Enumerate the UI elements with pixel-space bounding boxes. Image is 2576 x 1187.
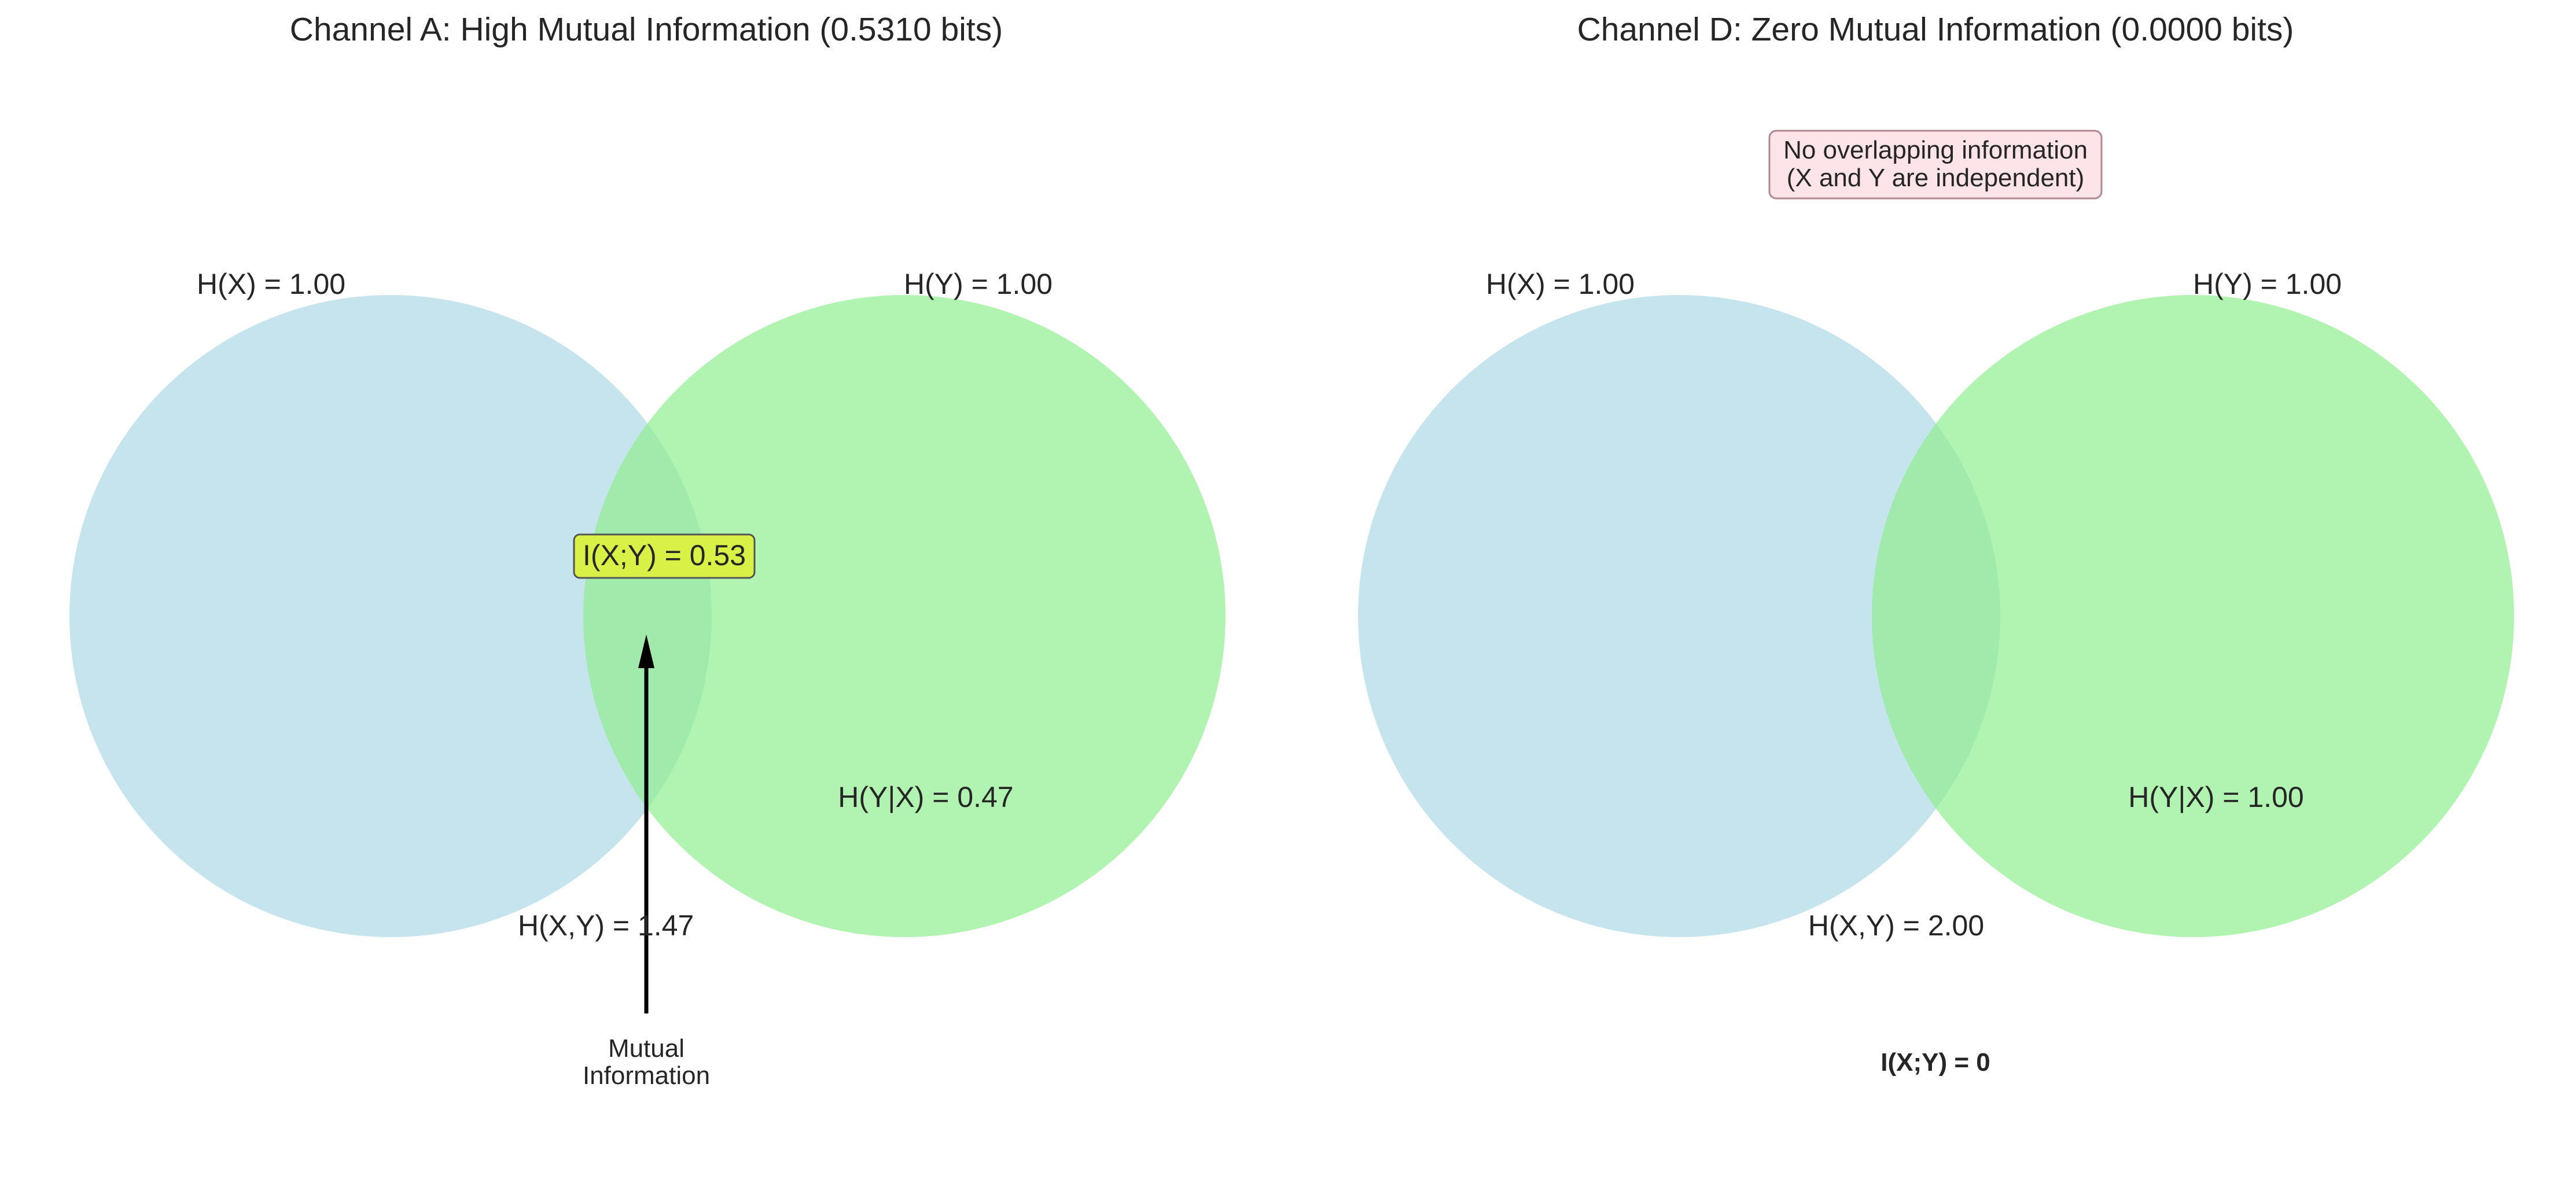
panel-a-x-entropy-circle	[69, 295, 712, 937]
panel-d-hy-given-x-label: H(Y|X) = 1.00	[2128, 781, 2303, 813]
panel-d-x-entropy-circle	[1358, 295, 2000, 937]
panel-a-mi-label: I(X;Y) = 0.53	[583, 539, 746, 572]
panel-d-hx-label: H(X) = 1.00	[1486, 268, 1635, 300]
panel-d-hxy-label: H(X,Y) = 2.00	[1808, 909, 1984, 942]
panel-a-hx-label: H(X) = 1.00	[197, 268, 345, 300]
panel-d-note-line2: (X and Y are independent)	[1787, 164, 2085, 192]
panel-d-y-entropy-circle	[1872, 295, 2514, 937]
panel-a-hxy-label: H(X,Y) = 1.47	[518, 909, 694, 942]
panel-a-mi-arrow	[638, 635, 654, 1013]
panel-a-title: Channel A: High Mutual Information (0.53…	[290, 11, 1003, 48]
panel-a-arrow-label-line2: Information	[583, 1061, 710, 1090]
panel-channel-a: Channel A: High Mutual Information (0.53…	[69, 11, 1226, 1090]
panel-d-mi-label: I(X;Y) = 0	[1881, 1048, 1990, 1077]
panel-a-mi-box: I(X;Y) = 0.53	[573, 533, 756, 579]
panel-d-note-box: No overlapping information (X and Y are …	[1768, 130, 2103, 200]
panel-d-title: Channel D: Zero Mutual Information (0.00…	[1577, 11, 2294, 48]
panel-d-note-line1: No overlapping information	[1783, 136, 2088, 164]
panel-d-hy-label: H(Y) = 1.00	[2193, 268, 2342, 300]
panel-a-arrow-label-line1: Mutual	[608, 1034, 685, 1063]
panel-channel-d: Channel D: Zero Mutual Information (0.00…	[1358, 11, 2514, 1077]
panel-a-hy-given-x-label: H(Y|X) = 0.47	[838, 781, 1013, 813]
panel-a-hy-label: H(Y) = 1.00	[904, 268, 1053, 300]
panel-a-y-entropy-circle	[583, 295, 1226, 937]
